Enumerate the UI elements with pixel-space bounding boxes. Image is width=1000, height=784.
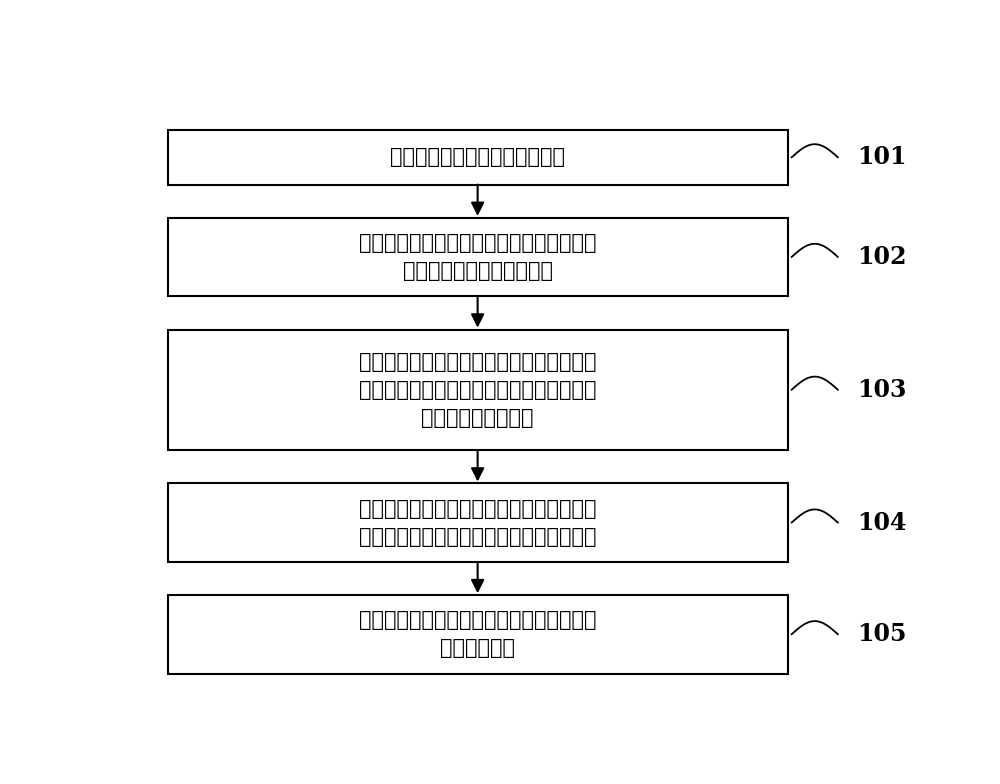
- Text: 采用预设算法对显微镜照片进行数据处理，
以获得第一膜层的厚度对应的像素个数数据: 采用预设算法对显微镜照片进行数据处理， 以获得第一膜层的厚度对应的像素个数数据: [359, 499, 596, 546]
- FancyBboxPatch shape: [168, 130, 788, 185]
- FancyBboxPatch shape: [168, 218, 788, 296]
- FancyBboxPatch shape: [168, 329, 788, 450]
- Text: 101: 101: [857, 146, 907, 169]
- Text: 104: 104: [857, 510, 907, 535]
- Text: 103: 103: [857, 378, 907, 402]
- Text: 105: 105: [857, 622, 907, 646]
- Text: 采用预处理溶液对侧表面处理持续预定时间
段，以获得经处理的侧表面: 采用预处理溶液对侧表面处理持续预定时间 段，以获得经处理的侧表面: [359, 233, 596, 281]
- Text: 102: 102: [857, 245, 907, 269]
- FancyBboxPatch shape: [168, 484, 788, 562]
- Text: 采用光学显微镜在预设倍数下观测经处理的
侧表面，并且利用光学显微镜配置的相机获
取对应的显微镜照片: 采用光学显微镜在预设倍数下观测经处理的 侧表面，并且利用光学显微镜配置的相机获 …: [359, 352, 596, 428]
- Text: 提供待测半导体外延片的侧表面: 提供待测半导体外延片的侧表面: [390, 147, 565, 168]
- Text: 根据像素个数数据和像素标尺値计算获得第
一膜层的厚度: 根据像素个数数据和像素标尺値计算获得第 一膜层的厚度: [359, 611, 596, 659]
- FancyBboxPatch shape: [168, 595, 788, 673]
